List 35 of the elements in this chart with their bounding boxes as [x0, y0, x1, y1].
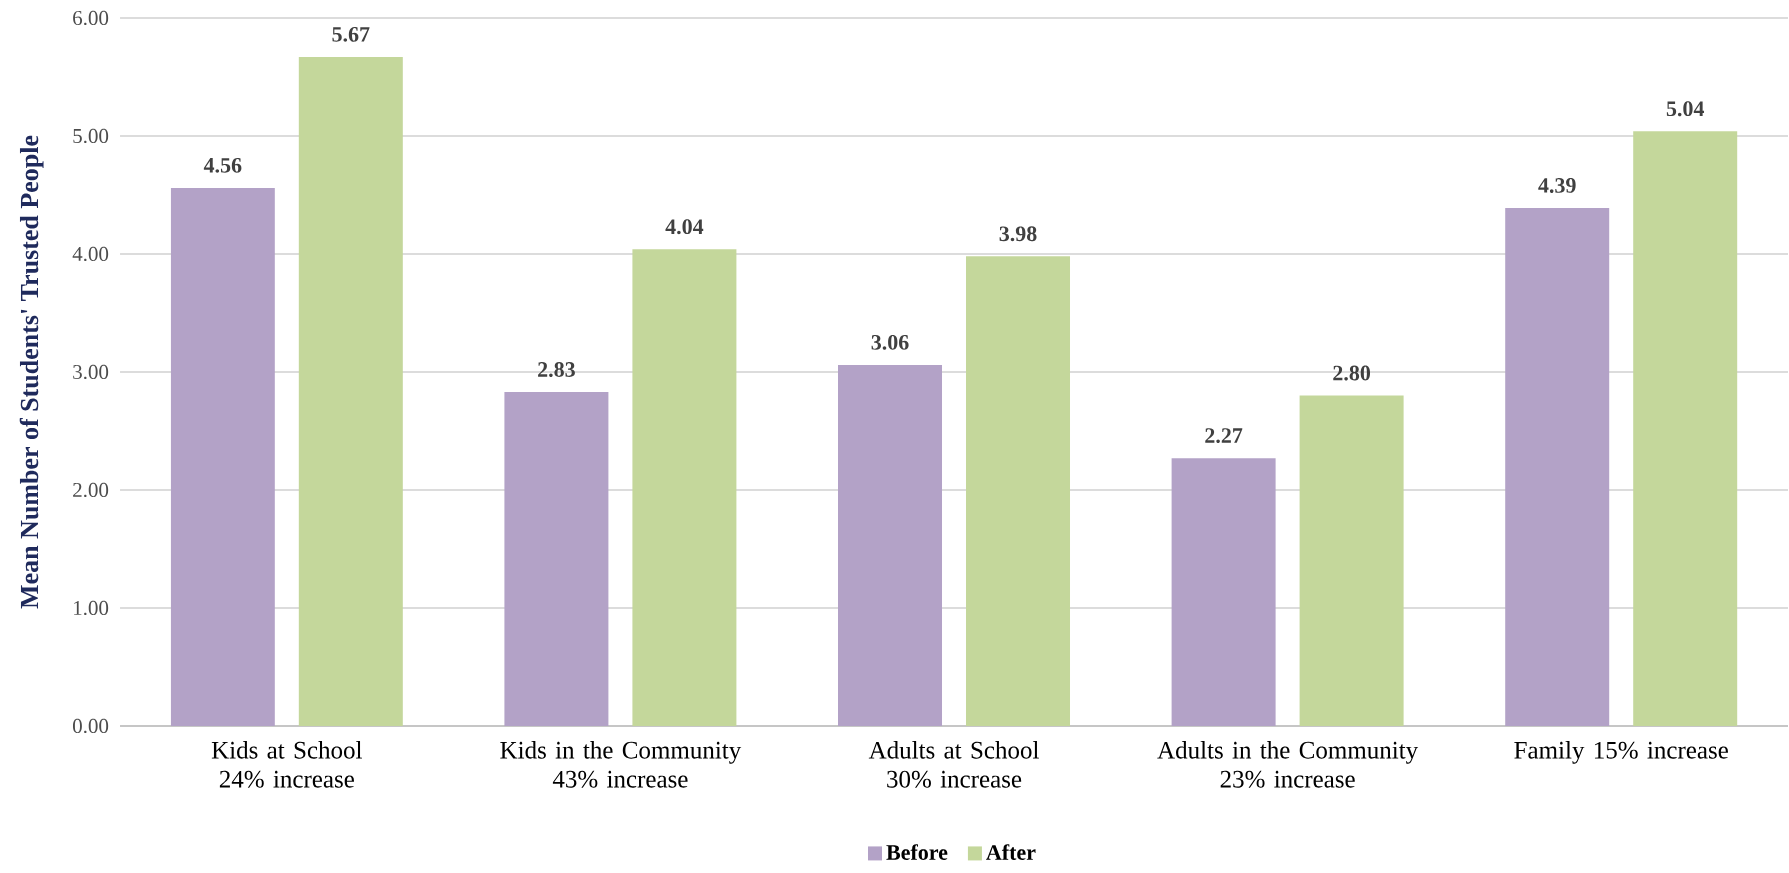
- y-axis-title: Mean Number of Students' Trusted People: [19, 135, 44, 609]
- y-tick-label: 3.00: [73, 364, 109, 380]
- data-label: 4.56: [203, 157, 242, 173]
- data-label: 3.98: [999, 226, 1037, 242]
- y-tick-label: 1.00: [74, 600, 109, 616]
- data-label: 4.39: [1538, 178, 1576, 193]
- bar: [1633, 131, 1738, 726]
- y-tick-label: 0.00: [72, 718, 109, 734]
- data-label: 4.04: [665, 219, 704, 235]
- data-label: 3.06: [871, 334, 909, 350]
- y-tick-label: 4.00: [72, 246, 109, 262]
- data-label: 2.83: [538, 362, 575, 377]
- legend-label: Before: [886, 844, 948, 860]
- data-label: 5.04: [1666, 101, 1705, 117]
- y-tick-label: 2.00: [73, 482, 109, 498]
- bar: [1299, 395, 1404, 726]
- bar: [1171, 458, 1276, 726]
- data-label: 2.27: [1205, 428, 1243, 444]
- x-tick-label: Kids at School 24% increase: [211, 741, 362, 788]
- legend-label: After: [986, 844, 1036, 860]
- bar: [1505, 207, 1610, 726]
- x-tick-label: Adults in the Community 23% increase: [1157, 741, 1419, 788]
- y-tick-label: 5.00: [73, 128, 109, 144]
- bar: [838, 364, 943, 726]
- x-tick-label: Adults at School 30% increase: [868, 741, 1039, 788]
- data-label: 2.80: [1333, 365, 1371, 381]
- bar: [504, 392, 609, 726]
- bar: [170, 187, 275, 726]
- y-tick-label: 6.00: [73, 10, 109, 26]
- x-tick-label: Family 15% increase: [1514, 741, 1728, 764]
- bar: [966, 256, 1071, 726]
- bar: [298, 56, 403, 726]
- bar: [632, 249, 737, 726]
- data-label: 5.67: [332, 27, 370, 42]
- x-tick-label: Kids in the Community 43% increase: [500, 741, 742, 788]
